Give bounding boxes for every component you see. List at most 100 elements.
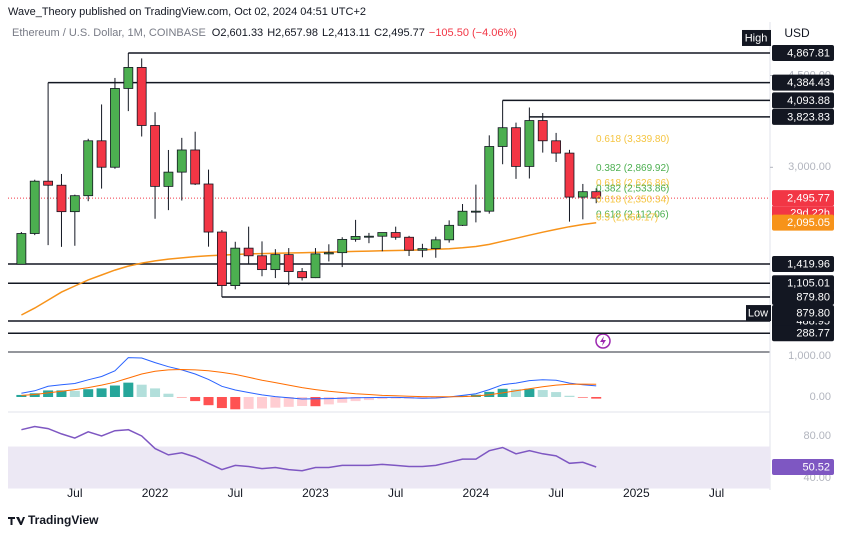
macd-histogram-bar <box>577 396 588 398</box>
x-tick-label: Jul <box>67 486 82 500</box>
extreme-text: High <box>745 32 768 44</box>
candle-body <box>484 146 495 212</box>
fib-label: 0.5 (2,060.17) <box>596 212 658 223</box>
macd-histogram-bar <box>537 390 548 397</box>
brand-logo <box>8 517 25 525</box>
candle-body <box>337 238 348 254</box>
y-tick-label: 3,000.00 <box>788 161 831 173</box>
moving-average <box>21 221 597 316</box>
level-tag: 288.77 <box>796 328 830 340</box>
macd-histogram-bar <box>363 396 374 401</box>
level-tag: 4,093.88 <box>787 95 830 107</box>
brand-name: TradingView <box>28 513 99 527</box>
candle-body <box>243 247 254 257</box>
candle-body <box>96 140 107 168</box>
level-tag-box <box>772 44 834 61</box>
fib-label: 0.618 (2,350.34) <box>596 195 669 206</box>
macd-histogram-bar <box>190 396 201 402</box>
macd-histogram-bar <box>163 393 174 397</box>
macd-line <box>21 368 597 398</box>
candle-body <box>297 271 308 279</box>
candle-body <box>390 232 401 238</box>
candle-body <box>110 88 120 168</box>
y-tick-label: 0.00 <box>810 391 831 403</box>
macd-histogram-bar <box>150 388 161 397</box>
last-price-tag-box <box>772 190 834 207</box>
candle-body <box>190 149 201 185</box>
fib-label: 0.382 (2,533.86) <box>596 183 669 194</box>
macd-histogram-bar <box>270 396 281 408</box>
macd-histogram-bar <box>591 396 602 399</box>
macd-histogram-bar <box>83 389 94 397</box>
macd-histogram-bar <box>337 396 348 403</box>
rsi-line <box>21 425 597 472</box>
candle-body <box>163 171 174 187</box>
rsi-tag: 50.52 <box>802 461 830 473</box>
last-price-tag: 2,495.77 <box>787 193 830 205</box>
candle-body <box>216 231 227 286</box>
fib-label: 0.618 (3,339.80) <box>596 134 669 145</box>
candle-body <box>29 180 40 234</box>
candle-body <box>123 67 134 89</box>
level-tag-box <box>772 108 834 125</box>
legend-value: 2,657.98 <box>275 27 318 39</box>
y-tick-label: 80.00 <box>803 430 831 442</box>
level-tag-box <box>772 289 834 306</box>
macd-histogram-bar <box>109 385 120 397</box>
macd-histogram-bar <box>323 396 334 405</box>
candle-body <box>203 183 214 233</box>
y-tick-label: 1,000.00 <box>788 350 831 362</box>
alert-icon <box>595 333 611 349</box>
candle-body <box>350 236 361 240</box>
macd-histogram-bar <box>551 392 562 397</box>
level-tag-box <box>772 275 834 292</box>
candle-body <box>16 233 27 265</box>
candle-body <box>417 248 428 251</box>
macd-histogram-bar <box>203 396 214 406</box>
macd-histogram-bar <box>43 390 54 397</box>
level-tag-box <box>772 74 834 91</box>
candle-body <box>537 120 548 142</box>
candle-body <box>524 120 535 167</box>
fib-label: 0.382 (2,869.92) <box>596 163 669 174</box>
candle-body <box>283 254 294 272</box>
macd-histogram-bar <box>16 394 27 397</box>
legend-key: L <box>322 27 328 39</box>
legend-value: 2,495.77 <box>382 27 425 39</box>
macd-histogram-bar <box>377 396 388 400</box>
candle-body <box>323 252 334 255</box>
level-tag: 879.80 <box>796 291 830 303</box>
macd-histogram-bar <box>216 396 227 409</box>
level-tag: 3,823.83 <box>787 111 830 123</box>
legend-key: O <box>212 27 221 39</box>
x-tick-label: 2025 <box>623 486 650 500</box>
x-tick-label: Jul <box>388 486 403 500</box>
extreme-text: Low <box>748 307 768 319</box>
macd-histogram-bar <box>297 396 308 407</box>
candle-body <box>444 224 455 241</box>
macd-histogram-bar <box>310 396 321 407</box>
candle-body <box>257 255 267 271</box>
legend-key: H <box>267 27 275 39</box>
macd-histogram-bar <box>96 388 107 397</box>
ma-tag: 2,095.05 <box>787 217 830 229</box>
fib-label: 0.618 (2,112.06) <box>596 209 669 220</box>
candle-body <box>230 247 241 286</box>
macd-histogram-bar <box>123 382 134 397</box>
legend-change: −105.50 (−4.06%) <box>429 27 517 39</box>
candle-body <box>497 127 508 147</box>
x-tick-label: 2022 <box>142 486 169 500</box>
level-tag: 1,419.96 <box>787 258 830 270</box>
rsi-band <box>8 446 770 489</box>
x-tick-label: 2023 <box>302 486 329 500</box>
level-tag: 4,384.43 <box>787 77 830 89</box>
candle-body <box>511 127 521 167</box>
candle-body <box>577 191 588 198</box>
candle-body <box>377 232 388 237</box>
x-tick-label: Jul <box>709 486 724 500</box>
extreme-tag-box <box>772 305 834 322</box>
candle-body <box>150 125 160 187</box>
extreme-box <box>746 305 771 322</box>
macd-line <box>21 357 597 400</box>
